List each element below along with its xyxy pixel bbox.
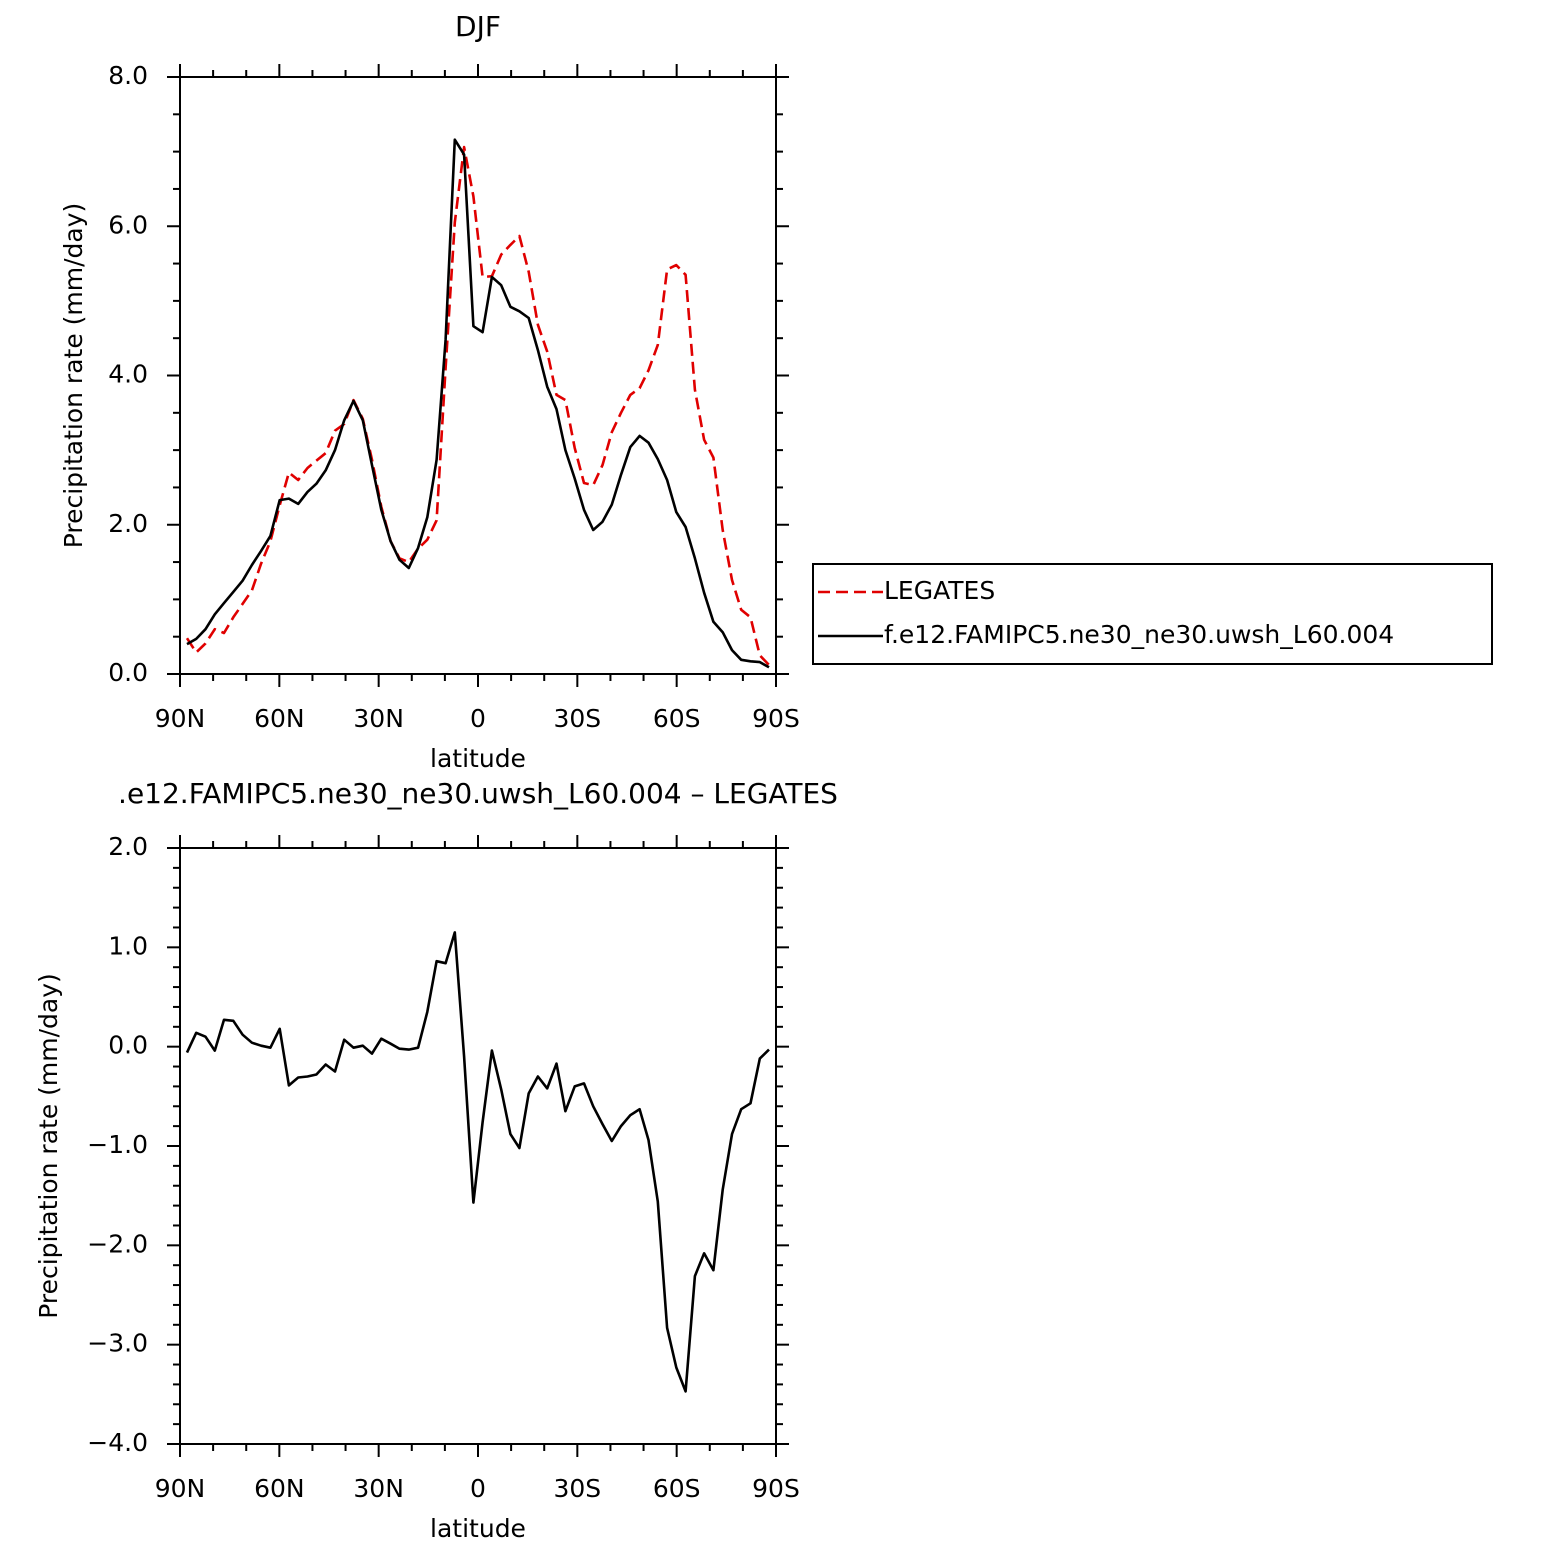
y-axis-label: Precipitation rate (mm/day): [34, 973, 63, 1319]
x-tick-label: 60N: [254, 704, 305, 733]
x-tick-label: 30S: [553, 1474, 601, 1503]
x-axis-label: latitude: [430, 1514, 526, 1543]
plot-frame: [179, 847, 777, 1445]
x-tick-label: 90S: [752, 704, 800, 733]
x-tick-label: 90N: [155, 704, 206, 733]
y-tick-label: −2.0: [87, 1229, 148, 1258]
y-tick-label: −1.0: [87, 1130, 148, 1159]
y-tick-label: −3.0: [87, 1329, 148, 1358]
chart-title: DJF: [455, 10, 501, 43]
y-tick-label: 2.0: [108, 509, 148, 538]
x-tick-label: 60S: [653, 1474, 701, 1503]
x-tick-label: 30N: [353, 1474, 404, 1503]
x-tick-label: 90N: [155, 1474, 206, 1503]
data-line: [185, 145, 770, 666]
legend-label: LEGATES: [884, 576, 995, 605]
plot-frame: [179, 76, 777, 675]
y-tick-label: 0.0: [108, 1031, 148, 1060]
y-tick-label: 0.0: [108, 658, 148, 687]
y-tick-label: 2.0: [108, 832, 148, 861]
x-tick-label: 60S: [653, 704, 701, 733]
legend-box: [812, 563, 1493, 665]
x-tick-label: 30S: [553, 704, 601, 733]
x-tick-label: 0: [470, 1474, 486, 1503]
data-line: [186, 138, 770, 669]
y-tick-label: 8.0: [108, 61, 148, 90]
y-axis-label: Precipitation rate (mm/day): [59, 203, 88, 549]
y-tick-label: 4.0: [108, 360, 148, 389]
x-tick-label: 0: [470, 704, 486, 733]
x-tick-label: 30N: [353, 704, 404, 733]
x-tick-label: 90S: [752, 1474, 800, 1503]
y-tick-label: 1.0: [108, 931, 148, 960]
chart-title: .e12.FAMIPC5.ne30_ne30.uwsh_L60.004 – LE…: [118, 777, 838, 810]
legend-label: f.e12.FAMIPC5.ne30_ne30.uwsh_L60.004: [884, 620, 1394, 649]
x-tick-label: 60N: [254, 1474, 305, 1503]
x-axis-label: latitude: [430, 744, 526, 773]
data-line: [185, 931, 770, 1393]
y-tick-label: −4.0: [87, 1428, 148, 1457]
y-tick-label: 6.0: [108, 210, 148, 239]
